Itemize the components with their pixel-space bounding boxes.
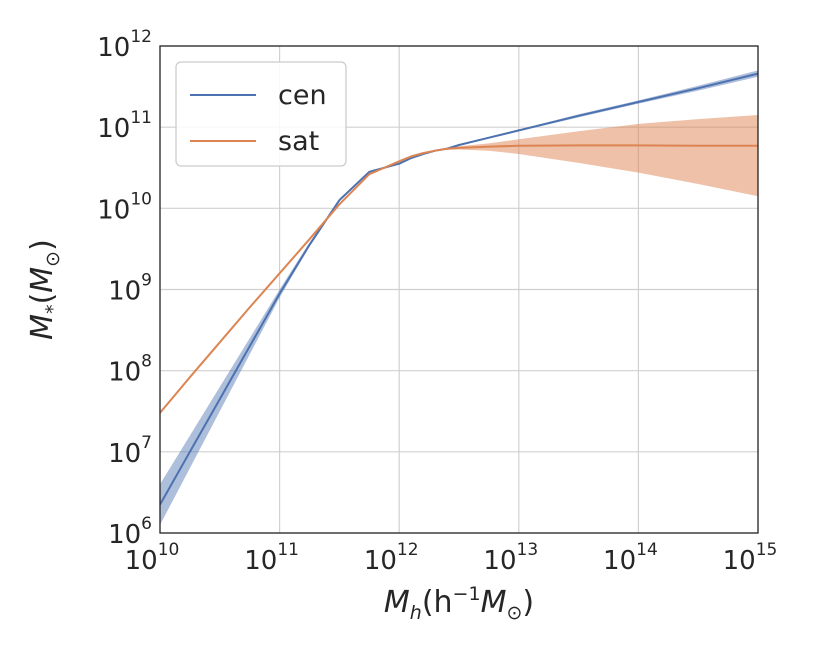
x-tick-labels: 1010 1011 1012 1013 1014 1015 [125,540,778,576]
y-tick-exp-4: 10 [130,189,152,209]
y-tick-exp-1: 7 [141,433,152,453]
x-label-sun: ⊙ [506,602,522,624]
x-tick-base-3: 10 [483,546,516,576]
y-label-sun: ⊙ [42,251,64,267]
y-tick-base-0: 10 [108,520,141,550]
legend-label-cen: cen [278,80,327,111]
y-tick-label-6: 1012 [97,27,152,63]
y-tick-label-4: 1010 [97,189,152,225]
x-tick-label-0: 1010 [125,540,180,576]
y-tick-label-5: 1011 [97,108,152,144]
series-line-sat [159,144,759,414]
y-tick-base-4: 10 [97,195,130,225]
y-tick-exp-2: 8 [141,352,152,372]
y-label-sub: * [42,304,64,314]
y-tick-label-1: 107 [108,433,152,469]
y-tick-base-2: 10 [108,358,141,388]
y-tick-base-6: 10 [97,33,130,63]
x-label-base: M [384,585,410,620]
x-tick-base-5: 10 [723,546,756,576]
x-tick-exp-1: 11 [277,540,299,560]
x-tick-label-3: 1013 [483,540,538,576]
y-tick-base-5: 10 [97,114,130,144]
y-tick-exp-6: 12 [130,27,152,47]
x-label-sup: −1 [453,583,481,605]
x-tick-base-0: 10 [125,546,158,576]
x-tick-label-5: 1015 [723,540,778,576]
y-label-open: ( [25,293,60,305]
y-label-close: ) [25,239,60,251]
y-tick-base-1: 10 [108,439,141,469]
plot-frame [159,45,759,534]
x-tick-base-2: 10 [364,546,397,576]
legend: cen sat [175,61,347,167]
x-label-mid: M [481,585,507,620]
x-tick-exp-3: 13 [517,540,539,560]
x-label-sub: h [410,602,422,624]
y-label-base: M [25,314,60,340]
x-tick-exp-4: 14 [636,540,658,560]
x-tick-exp-2: 12 [397,540,419,560]
x-label-close: ) [522,585,534,620]
legend-label-sat: sat [278,126,319,157]
legend-box [175,61,347,167]
x-axis-label: Mh(h−1M⊙) [384,583,534,624]
x-tick-label-2: 1012 [364,540,419,576]
x-tick-base-4: 10 [603,546,636,576]
series-line-cen [159,72,759,506]
series-lines [159,72,759,506]
x-tick-exp-0: 10 [158,540,180,560]
y-tick-label-3: 109 [108,271,152,307]
y-tick-label-2: 108 [108,352,152,388]
x-tick-label-1: 1011 [244,540,299,576]
y-tick-exp-5: 11 [130,108,152,128]
y-tick-exp-0: 6 [141,514,152,534]
y-tick-label-0: 106 [108,514,152,550]
x-tick-label-4: 1014 [603,540,658,576]
y-tick-base-3: 10 [108,277,141,307]
y-axis-label: M*(M⊙) [25,239,64,340]
x-tick-base-1: 10 [244,546,277,576]
x-label-open: (h [422,585,453,620]
y-label-mid: M [25,267,60,293]
x-tick-exp-5: 15 [756,540,778,560]
y-tick-exp-3: 9 [141,271,152,291]
